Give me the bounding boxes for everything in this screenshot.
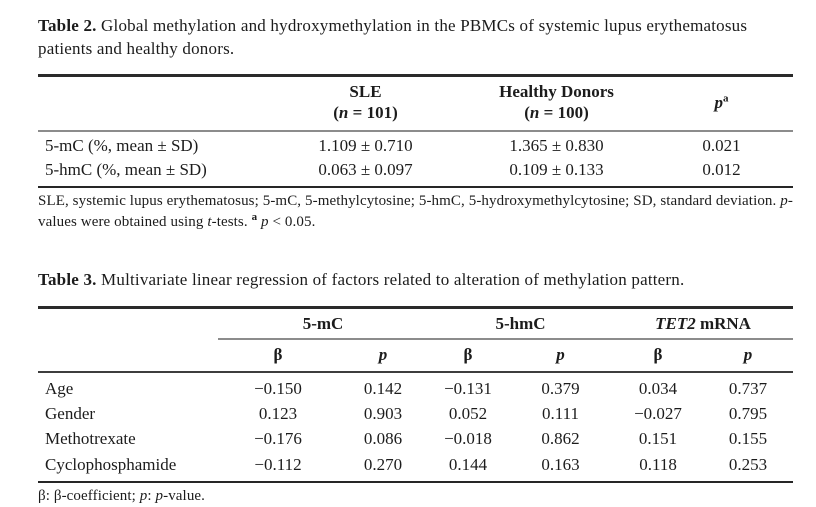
table2-header-empty [38,76,268,131]
table3-row-cyclophosphamide-label: Cyclophosphamide [45,454,177,474]
table3-cell: 0.862 [541,429,580,449]
table3-row-age-label: Age [45,378,74,398]
table3-row-cyclophosphamide: Cyclophosphamide −0.112 0.270 0.144 0.16… [38,452,794,482]
table3-cell: −0.112 [254,454,302,474]
table2-header-healthy-title: Healthy Donors [499,82,614,102]
table3-cell: −0.131 [444,378,492,398]
table3-subheader-p-tet2: p [743,344,753,364]
table3-caption: Table 3. Multivariate linear regression … [38,269,793,292]
table3-subheader-p-5hmc: p [556,344,565,364]
table3-cell: 0.795 [728,404,768,424]
table2-header-sle-n: (n = 101) [333,102,398,122]
table2-row-5mc-healthy: 1.365 ± 0.830 [509,135,604,155]
table2-footnote-sup: a [251,211,258,224]
table3-row-gender-label: Gender [45,404,96,424]
table3-caption-text: Multivariate linear regression of factor… [96,270,685,290]
table2-row-5mc-label: 5-mC (%, mean ± SD) [45,135,199,155]
table3-cell: 0.379 [541,378,580,398]
table3-subheader-beta-5hmc: β [463,344,473,364]
table3-cell: −0.150 [254,378,302,398]
table3-cell: 0.155 [728,429,768,449]
table3: 5-mC 5-hmC TET2 mRNA β p β p β p Age −0.… [38,306,794,483]
table3-group-header-row: 5-mC 5-hmC TET2 mRNA [38,307,794,340]
table3-group-tet2: TET2 mRNA [613,307,794,340]
table2-caption-text: Global methylation and hydroxymethylatio… [38,16,748,58]
table2-header-p-sup: a [723,91,729,104]
table3-cell: 0.086 [363,429,403,449]
table3-cell: 0.034 [638,378,678,398]
table2-header-sle: SLE (n = 101) [268,76,463,131]
table2-row-5mc: 5-mC (%, mean ± SD) 1.109 ± 0.710 1.365 … [38,131,793,159]
table2-header-sle-title: SLE [349,82,382,102]
table2-header-healthy: Healthy Donors (n = 100) [463,76,650,131]
table3-row-gender: Gender 0.123 0.903 0.052 0.111 −0.027 0.… [38,401,793,426]
table3-cell: 0.118 [639,454,677,474]
table3-cell: 0.111 [542,404,580,424]
table3-row-methotrexate: Methotrexate −0.176 0.086 −0.018 0.862 0… [38,426,793,451]
table3-cell: 0.253 [728,454,768,474]
table3-cell: −0.018 [444,429,492,449]
table3-subheader-row: β p β p β p [38,339,794,372]
table3-subheader-beta-5mc: β [273,344,283,364]
table3-footnote: β: β-coefficient; p: p-value. [38,487,206,504]
table3-group-header-empty [38,307,218,339]
table3-group-5mc: 5-mC [218,307,429,340]
table3-group-5hmc: 5-hmC [428,307,614,340]
table3-cell: 0.123 [258,404,298,424]
table2-row-5hmc: 5-hmC (%, mean ± SD) 0.063 ± 0.097 0.109… [38,158,793,188]
table2: SLE (n = 101) Healthy Donors (n = 100) p… [38,74,793,188]
table2-row-5hmc-p: 0.012 [702,160,741,180]
table3-cell: 0.270 [363,454,403,474]
table3-row-methotrexate-label: Methotrexate [45,429,136,449]
table2-caption-label: Table 2. [38,16,97,35]
table3-cell: 0.163 [541,454,580,474]
table2-row-5mc-p: 0.021 [702,135,741,155]
table3-row-age: Age −0.150 0.142 −0.131 0.379 0.034 0.73… [38,372,793,401]
table3-cell: 0.052 [448,404,488,424]
table2-row-5mc-sle: 1.109 ± 0.710 [318,135,413,155]
table3-subheader-beta-tet2: β [653,344,663,364]
table3-cell: 0.903 [363,404,403,424]
table2-header-p: pa [714,91,729,112]
table3-cell: −0.176 [254,429,302,449]
table3-cell: 0.142 [363,378,403,398]
table2-header-healthy-n: (n = 100) [524,102,589,122]
table2-row-5hmc-sle: 0.063 ± 0.097 [318,160,413,180]
table2-footnote: SLE, systemic lupus erythematosus; 5-mC,… [38,193,793,231]
table3-cell: 0.144 [448,454,488,474]
table2-row-5hmc-healthy: 0.109 ± 0.133 [509,160,604,180]
table3-cell: 0.151 [638,429,678,449]
table2-row-5hmc-label: 5-hmC (%, mean ± SD) [45,160,207,180]
table3-subheader-p-5mc: p [378,344,388,364]
table2-caption: Table 2. Global methylation and hydroxym… [38,15,793,60]
table3-cell: −0.027 [634,404,682,424]
table2-header-row: SLE (n = 101) Healthy Donors (n = 100) p… [38,75,793,131]
table3-subheader-empty [38,339,218,372]
table3-caption-label: Table 3. [38,270,97,290]
table3-cell: 0.737 [728,378,768,398]
